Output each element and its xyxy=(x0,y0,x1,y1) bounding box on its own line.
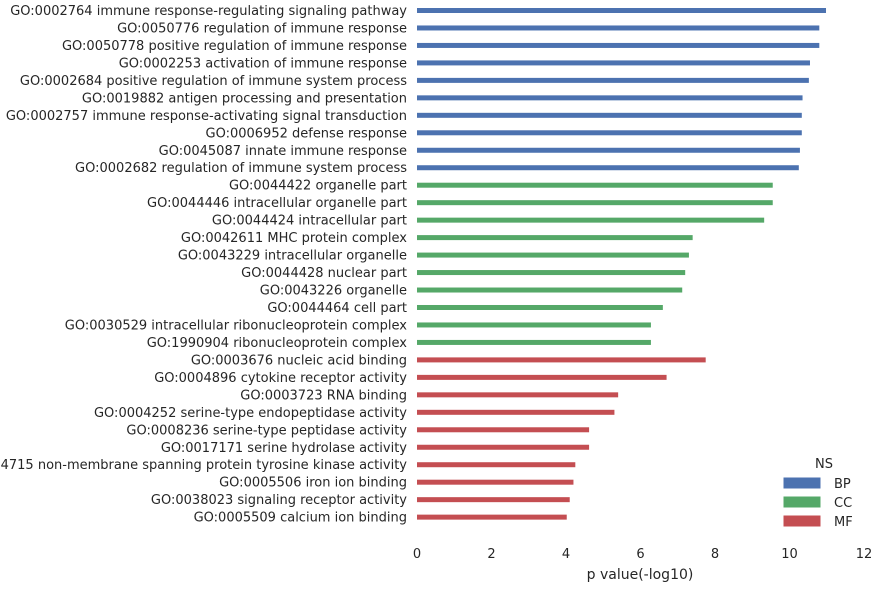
category-label: GO:0003723 RNA binding xyxy=(240,388,407,403)
bar xyxy=(417,130,802,136)
category-label: GO:0006952 defense response xyxy=(206,126,408,141)
x-axis-ticks: 0 2 4 6 8 10 12 xyxy=(413,547,872,562)
category-label: GO:0044424 intracellular part xyxy=(212,214,407,229)
bar xyxy=(417,444,590,450)
bar xyxy=(417,287,683,293)
category-label: GO:0030529 intracellular ribonucleoprote… xyxy=(65,318,408,333)
category-label: GO:0004896 cytokine receptor activity xyxy=(154,371,407,386)
category-label: GO:0019882 antigen processing and presen… xyxy=(82,91,407,106)
category-label: GO:0043226 organelle xyxy=(260,284,407,299)
bar xyxy=(417,200,773,206)
legend-swatch xyxy=(782,476,822,490)
bar xyxy=(417,42,820,48)
bar xyxy=(417,374,667,380)
x-axis-label: p value(-log10) xyxy=(587,567,694,583)
category-label: GO:0002757 immune response-activating si… xyxy=(6,109,407,124)
bar xyxy=(417,479,574,485)
bar xyxy=(417,95,803,101)
bar xyxy=(417,322,651,328)
category-label: GO:0003676 nucleic acid binding xyxy=(191,353,407,368)
legend-label: BP xyxy=(834,477,851,492)
bar xyxy=(417,462,576,468)
category-label: GO:0044446 intracellular organelle part xyxy=(147,196,407,211)
bar xyxy=(417,427,590,433)
bar xyxy=(417,235,693,241)
x-tick-label: 0 xyxy=(413,547,421,562)
category-label: GO:0002253 activation of immune response xyxy=(119,56,407,71)
x-tick-label: 12 xyxy=(856,547,873,562)
x-tick-label: 2 xyxy=(487,547,495,562)
category-labels: GO:0002764 immune response-regulating si… xyxy=(0,4,407,526)
bar xyxy=(417,217,765,223)
category-label: GO:0008236 serine-type peptidase activit… xyxy=(126,423,407,438)
category-label: GO:0004715 non-membrane spanning protein… xyxy=(0,458,407,473)
bar xyxy=(417,147,800,153)
bar xyxy=(417,409,615,415)
category-label: GO:0043229 intracellular organelle xyxy=(178,249,407,264)
category-label: GO:0005506 iron ion binding xyxy=(219,476,407,491)
category-label: GO:0044464 cell part xyxy=(267,301,407,316)
category-label: GO:0042611 MHC protein complex xyxy=(181,231,407,246)
x-tick-label: 6 xyxy=(636,547,644,562)
bar xyxy=(417,182,773,188)
category-label: GO:0005509 calcium ion binding xyxy=(194,511,407,526)
category-label: GO:0002764 immune response-regulating si… xyxy=(10,4,407,19)
bar xyxy=(417,60,810,66)
category-label: GO:0044422 organelle part xyxy=(229,179,407,194)
legend-title: NS xyxy=(815,457,833,472)
legend: NS BP CC MF xyxy=(782,457,853,530)
bar xyxy=(417,8,827,13)
bars-layer xyxy=(417,8,827,520)
legend-swatch xyxy=(782,514,822,528)
bar xyxy=(417,304,663,310)
bar xyxy=(417,25,820,31)
category-label: GO:1990904 ribonucleoprotein complex xyxy=(147,336,408,351)
bar xyxy=(417,392,619,398)
bar xyxy=(417,165,799,171)
legend-entries: BP CC MF xyxy=(782,476,853,530)
bar xyxy=(417,497,570,503)
legend-swatch xyxy=(782,495,822,509)
legend-label: CC xyxy=(834,496,852,511)
category-label: GO:0050776 regulation of immune response xyxy=(117,21,407,36)
category-label: GO:0050778 positive regulation of immune… xyxy=(62,39,407,54)
bar xyxy=(417,270,686,276)
category-label: GO:0038023 signaling receptor activity xyxy=(151,493,407,508)
category-label: GO:0004252 serine-type endopeptidase act… xyxy=(94,406,407,421)
category-label: GO:0044428 nuclear part xyxy=(241,266,407,281)
x-tick-label: 4 xyxy=(562,547,570,562)
category-label: GO:0045087 innate immune response xyxy=(159,144,407,159)
category-label: GO:0017171 serine hydrolase activity xyxy=(161,441,407,456)
bar xyxy=(417,77,809,83)
bar xyxy=(417,357,706,363)
x-tick-label: 8 xyxy=(711,547,719,562)
bar xyxy=(417,514,567,520)
legend-label: MF xyxy=(834,515,853,530)
category-label: GO:0002684 positive regulation of immune… xyxy=(20,74,407,89)
bar xyxy=(417,252,689,258)
x-tick-label: 10 xyxy=(781,547,798,562)
bar xyxy=(417,339,651,345)
category-label: GO:0002682 regulation of immune system p… xyxy=(75,161,407,176)
bar xyxy=(417,112,802,118)
